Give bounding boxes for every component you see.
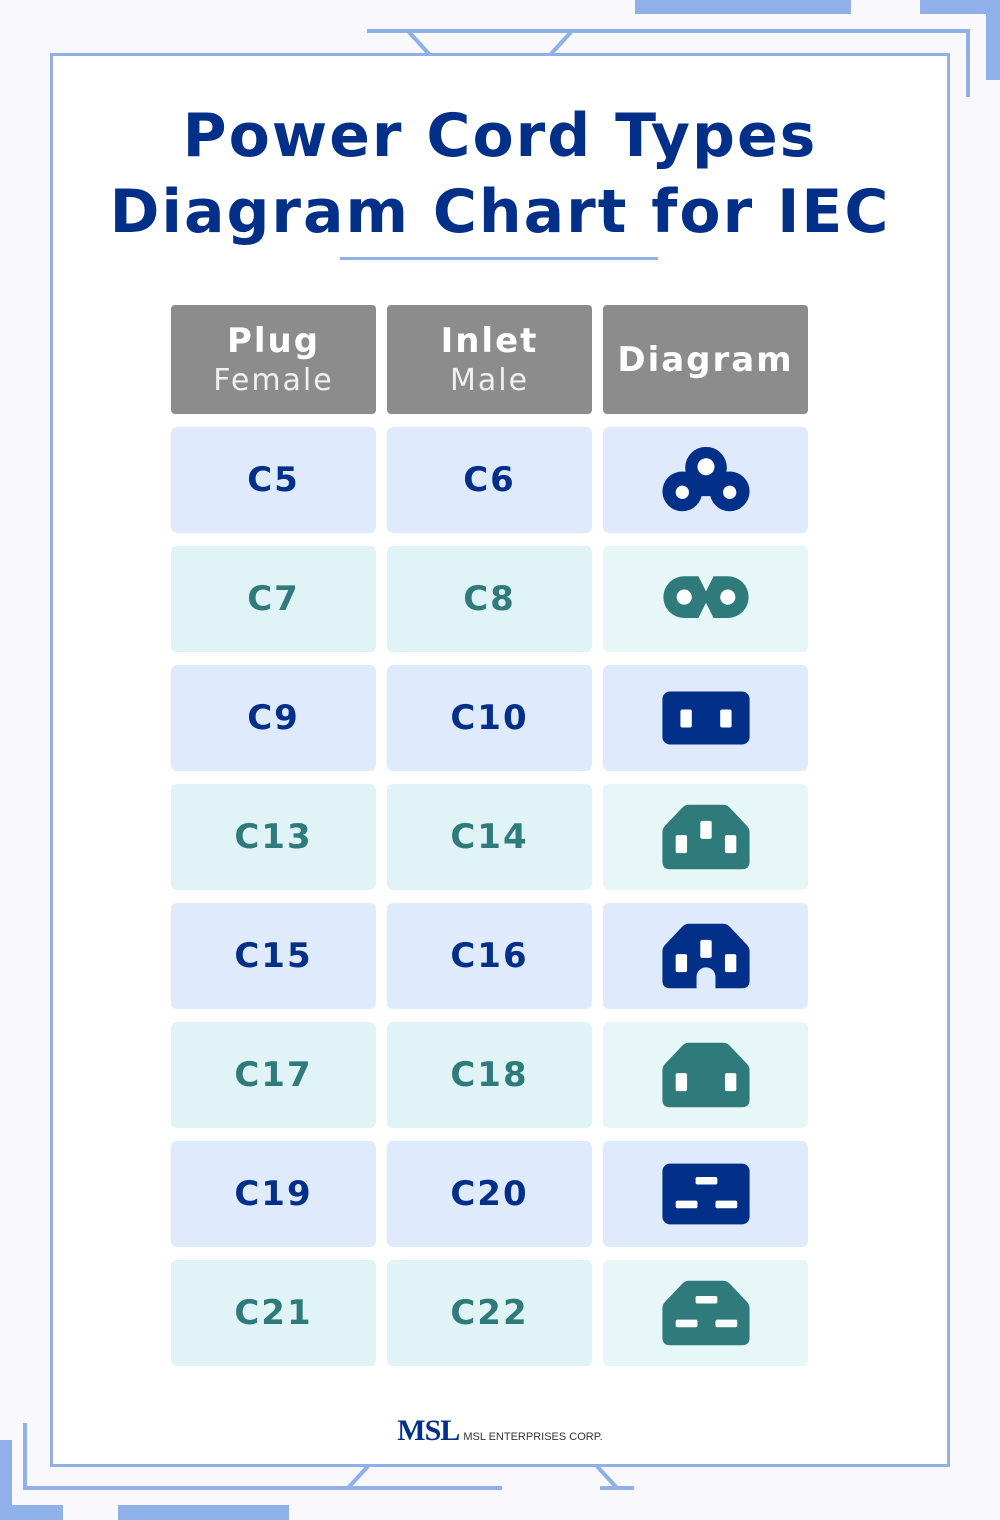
chamfered-3-pin-connector-icon (661, 804, 750, 870)
decor-bar (986, 0, 1000, 80)
diagram-cell (603, 1141, 808, 1247)
diagram-cell (603, 784, 808, 890)
decor-bar (635, 0, 851, 14)
title-line-2: Diagram Chart for IEC (109, 177, 891, 247)
plug-cell: C15 (171, 903, 376, 1009)
header-label: Diagram (617, 339, 794, 380)
decor-bar (118, 1505, 289, 1520)
inlet-cell: C20 (387, 1141, 592, 1247)
plug-cell: C5 (171, 427, 376, 533)
diagram-cell (603, 665, 808, 771)
notched-chamfered-3-pin-connector-icon (661, 923, 750, 990)
plug-cell: C9 (171, 665, 376, 771)
cloverleaf-3-pin-connector-icon (661, 446, 750, 512)
diagram-cell (603, 903, 808, 1009)
header-sublabel: Male (449, 363, 530, 398)
decor-line (367, 29, 970, 33)
footer: MSL MSL ENTERPRISES CORP. (0, 1414, 1000, 1448)
diagram-cell (603, 427, 808, 533)
column-header: Diagram (603, 305, 808, 414)
decor-bar (0, 1440, 12, 1520)
inlet-cell: C8 (387, 546, 592, 652)
inlet-cell: C10 (387, 665, 592, 771)
chamfered-3-slot-connector-icon (661, 1280, 750, 1346)
plug-cell: C17 (171, 1022, 376, 1128)
msl-logo: MSL (397, 1414, 460, 1447)
decor-bar (0, 1505, 63, 1520)
inlet-cell: C18 (387, 1022, 592, 1128)
plug-cell: C13 (171, 784, 376, 890)
header-label: Inlet (440, 321, 539, 361)
rectangular-3-slot-connector-icon (661, 1163, 750, 1225)
rectangular-2-pin-connector-icon (661, 691, 750, 745)
company-name: MSL ENTERPRISES CORP. (463, 1431, 603, 1443)
title-underline (340, 257, 658, 260)
inlet-cell: C16 (387, 903, 592, 1009)
column-header: Inlet Male (387, 305, 592, 414)
chamfered-2-pin-connector-icon (661, 1042, 750, 1108)
inlet-cell: C14 (387, 784, 592, 890)
title-line-1: Power Cord Types (182, 101, 818, 171)
diagram-cell (603, 1260, 808, 1366)
inlet-cell: C6 (387, 427, 592, 533)
header-sublabel: Female (213, 363, 334, 398)
decor-line (23, 1486, 502, 1490)
decor-line (966, 29, 970, 97)
plug-cell: C19 (171, 1141, 376, 1247)
header-label: Plug (226, 321, 321, 361)
plug-cell: C7 (171, 546, 376, 652)
inlet-cell: C22 (387, 1260, 592, 1366)
column-header: Plug Female (171, 305, 376, 414)
decor-line (23, 1423, 27, 1490)
diagram-cell (603, 1022, 808, 1128)
plug-cell: C21 (171, 1260, 376, 1366)
diagram-cell (603, 546, 808, 652)
decor-bar (920, 0, 1000, 14)
figure-8-2-pin-connector-icon (662, 576, 749, 618)
